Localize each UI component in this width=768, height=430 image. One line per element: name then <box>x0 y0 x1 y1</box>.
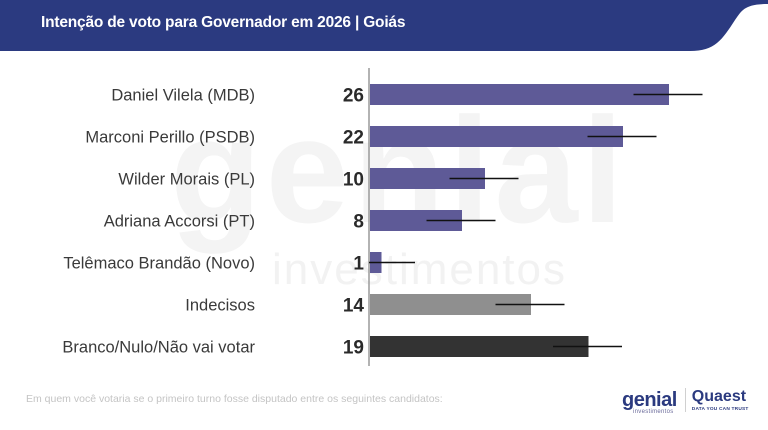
genial-logo-text: genial <box>622 389 677 411</box>
quaest-logo: Quaest DATA YOU CAN TRUST <box>691 387 749 412</box>
header-shape <box>0 0 768 51</box>
bar-3 <box>370 210 462 231</box>
genial-logo-sub: investimentos <box>633 409 674 415</box>
logos: genial investimentos Quaest DATA YOU CAN… <box>622 387 749 415</box>
value-label-0: 26 <box>343 86 364 107</box>
genial-logo: genial investimentos <box>622 389 677 415</box>
quaest-logo-sub: DATA YOU CAN TRUST <box>691 406 749 412</box>
bar-5 <box>370 294 531 315</box>
value-label-3: 8 <box>353 212 364 233</box>
category-label-4: Telêmaco Brandão (Novo) <box>63 255 255 273</box>
logo-separator <box>684 388 686 412</box>
chart-title: Intenção de voto para Governador em 2026… <box>41 14 406 31</box>
category-label-2: Wilder Morais (PL) <box>118 171 255 189</box>
bar-1 <box>370 126 623 147</box>
value-label-1: 22 <box>343 128 364 149</box>
category-label-3: Adriana Accorsi (PT) <box>104 213 255 231</box>
bar-6 <box>370 336 589 357</box>
value-label-6: 19 <box>343 338 364 359</box>
watermark-sub: investimentos <box>272 245 568 294</box>
bar-0 <box>370 84 669 105</box>
value-label-2: 10 <box>343 170 364 191</box>
category-label-6: Branco/Nulo/Não vai votar <box>62 339 255 357</box>
header-banner: Intenção de voto para Governador em 2026… <box>0 0 768 54</box>
footnote: Em quem você votaria se o primeiro turno… <box>26 393 443 405</box>
value-label-5: 14 <box>343 296 365 317</box>
bar-2 <box>370 168 485 189</box>
quaest-logo-text: Quaest <box>691 387 747 405</box>
category-label-0: Daniel Vilela (MDB) <box>111 87 255 105</box>
category-label-1: Marconi Perillo (PSDB) <box>85 129 255 147</box>
value-label-4: 1 <box>353 254 364 275</box>
category-label-5: Indecisos <box>185 297 255 315</box>
